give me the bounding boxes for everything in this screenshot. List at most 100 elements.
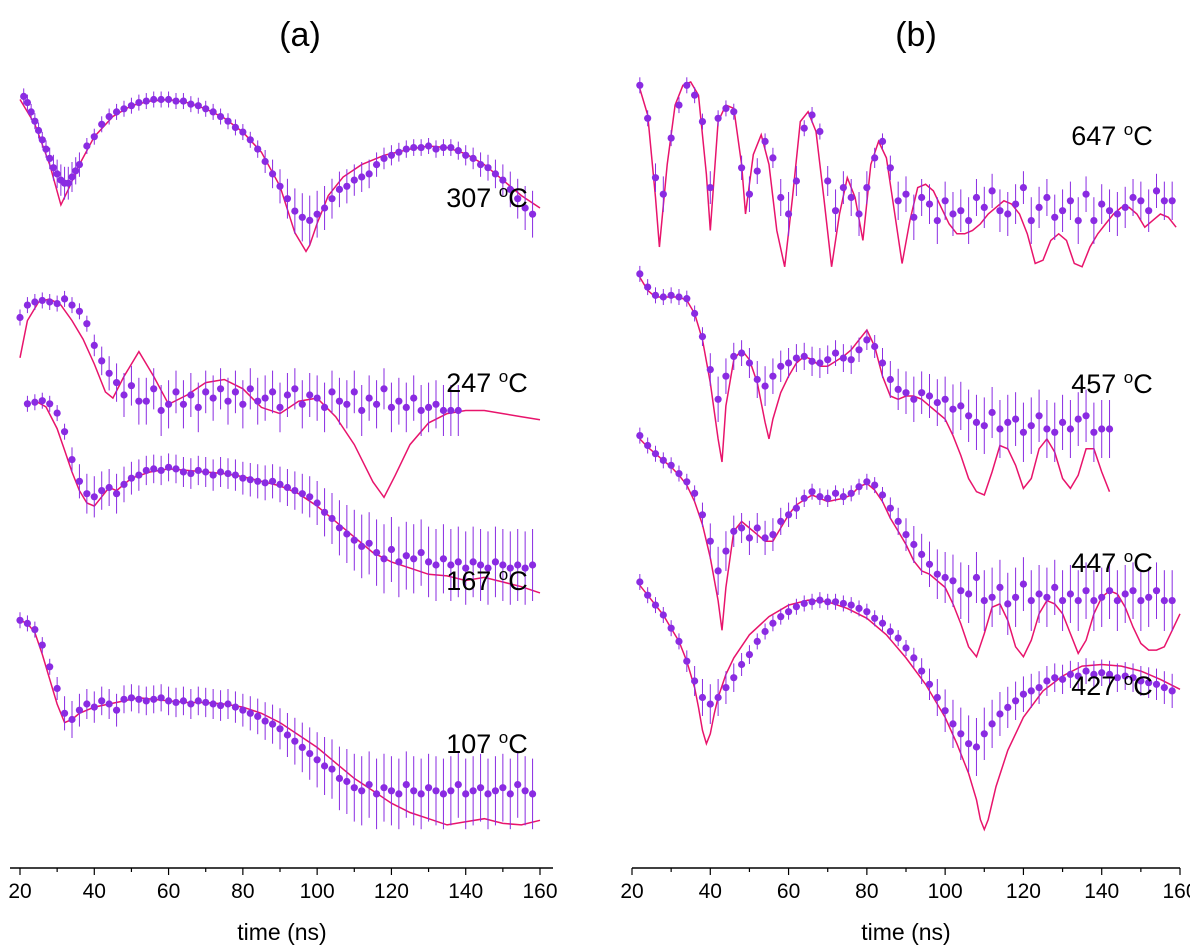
data-point — [644, 441, 652, 450]
data-point — [462, 564, 470, 572]
data-point — [424, 403, 433, 411]
data-point — [1051, 213, 1059, 221]
data-point — [410, 143, 418, 152]
data-point — [1004, 600, 1012, 608]
data-point — [135, 397, 143, 405]
data-point — [886, 627, 894, 636]
data-point — [651, 174, 660, 182]
data-point — [1121, 203, 1129, 211]
data-point — [454, 781, 462, 789]
data-point — [27, 108, 35, 116]
fit-curve — [639, 81, 1177, 268]
data-point — [651, 601, 660, 609]
data-point — [231, 471, 240, 479]
data-point — [254, 477, 262, 485]
data-point — [972, 743, 981, 751]
data-point — [276, 182, 284, 190]
data-point — [722, 104, 730, 112]
data-point — [53, 684, 61, 693]
data-point — [164, 95, 173, 104]
data-point — [941, 395, 949, 403]
data-point — [142, 466, 150, 475]
data-point — [941, 197, 949, 205]
fit-curve — [19, 619, 541, 826]
data-point — [476, 161, 485, 169]
data-point — [417, 143, 425, 152]
data-point — [98, 120, 106, 128]
data-point — [839, 184, 847, 192]
data-point — [216, 701, 225, 710]
data-point — [231, 123, 240, 131]
data-point — [528, 790, 537, 798]
data-point — [417, 549, 425, 557]
series-label: 457 oC — [1071, 368, 1153, 399]
data-point — [784, 210, 793, 218]
data-point — [239, 128, 247, 136]
data-point — [886, 164, 894, 172]
data-point — [1105, 425, 1114, 433]
data-point — [476, 561, 485, 569]
data-point — [135, 99, 143, 107]
data-point — [283, 195, 292, 203]
data-point — [424, 142, 433, 150]
panel-a-title: (a) — [279, 16, 321, 54]
data-point — [417, 790, 425, 798]
data-point — [698, 511, 707, 519]
data-point — [194, 697, 202, 705]
panel-a-x-axis-label: time (ns) — [237, 919, 326, 945]
data-point — [328, 195, 336, 203]
series-label: 167 oC — [446, 565, 528, 596]
data-point — [328, 388, 336, 396]
data-point — [42, 145, 50, 153]
data-point — [784, 359, 793, 367]
data-point — [514, 781, 522, 789]
data-point — [372, 161, 381, 169]
data-point — [949, 405, 957, 413]
data-point — [1051, 428, 1059, 436]
data-point — [925, 560, 934, 568]
data-point — [965, 217, 973, 225]
data-point — [902, 644, 910, 652]
data-point — [1012, 697, 1020, 705]
data-point — [683, 295, 691, 303]
data-point — [878, 619, 887, 627]
data-point — [105, 112, 113, 121]
data-point — [261, 394, 269, 402]
data-point — [164, 400, 173, 408]
data-point — [1043, 425, 1051, 433]
data-point — [90, 493, 98, 501]
data-point — [387, 151, 396, 159]
data-point — [1019, 184, 1028, 192]
data-point — [365, 781, 373, 789]
data-point — [454, 147, 462, 155]
data-point — [179, 697, 188, 705]
data-point — [291, 207, 299, 215]
series-label: 447 oC — [1071, 547, 1153, 578]
data-point — [1160, 197, 1168, 205]
data-point — [231, 388, 240, 396]
data-point — [745, 534, 754, 542]
data-point — [651, 291, 660, 299]
data-point — [514, 561, 522, 569]
data-point — [506, 185, 514, 193]
data-point — [988, 593, 996, 601]
data-point — [988, 187, 996, 195]
data-point — [68, 301, 76, 309]
data-point — [777, 517, 785, 526]
data-point — [996, 207, 1004, 215]
x-tick-label: 120 — [1006, 880, 1041, 903]
data-point — [847, 356, 855, 364]
data-point — [816, 493, 824, 501]
data-point — [1129, 587, 1137, 595]
data-point — [1090, 597, 1098, 605]
data-point — [157, 95, 165, 104]
data-point — [90, 341, 98, 349]
data-point — [769, 372, 777, 380]
data-point — [925, 392, 934, 400]
data-point — [447, 787, 455, 795]
data-point — [1012, 593, 1020, 601]
data-point — [291, 385, 299, 393]
data-point — [886, 375, 894, 384]
data-point — [142, 697, 150, 705]
data-point — [239, 400, 247, 408]
